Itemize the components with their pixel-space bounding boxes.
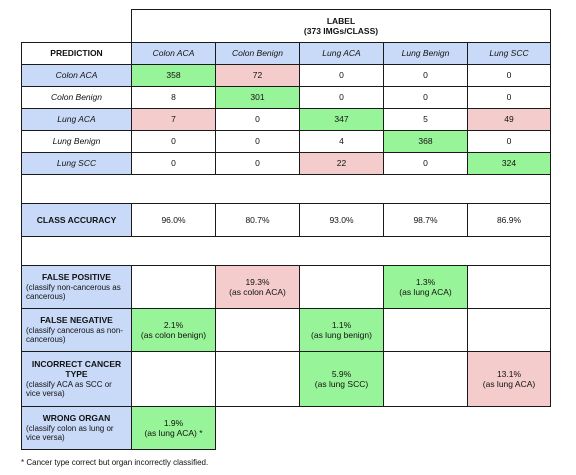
false-negative-label: FALSE NEGATIVE (classify cancerous as no… (21, 308, 132, 352)
empty-cell (383, 351, 468, 407)
incorrect-type-cell: 5.9% (as lung SCC) (299, 351, 384, 407)
table-row: Colon ACA 358 72 0 0 0 (21, 64, 551, 87)
matrix-cell: 358 (131, 64, 216, 87)
label-header: LABEL (373 IMGs/CLASS) (131, 9, 551, 43)
row-header-colon-aca: Colon ACA (21, 64, 132, 87)
empty-cell (131, 265, 216, 309)
false-positive-row: FALSE POSITIVE (classify non-cancerous a… (21, 265, 551, 309)
table-row: Lung SCC 0 0 22 0 324 (21, 152, 551, 175)
empty-cell (215, 308, 300, 352)
wrong-organ-row: WRONG ORGAN (classify colon as lung or v… (21, 406, 551, 450)
column-header-lung-scc: Lung SCC (467, 42, 551, 65)
matrix-cell: 7 (131, 108, 216, 131)
false-positive-cell: 1.3% (as lung ACA) (383, 265, 468, 309)
prediction-header: PREDICTION (21, 42, 132, 65)
row-header-lung-scc: Lung SCC (21, 152, 132, 175)
blank-cell (383, 406, 468, 450)
accuracy-value: 80.7% (215, 203, 300, 237)
false-positive-label: FALSE POSITIVE (classify non-cancerous a… (21, 265, 132, 309)
spacer-row (21, 174, 551, 204)
incorrect-type-label: INCORRECT CANCER TYPE (classify ACA as S… (21, 351, 132, 407)
blank-cell (215, 406, 300, 450)
spacer-row (21, 236, 551, 266)
matrix-cell: 4 (299, 130, 384, 153)
false-positive-cell: 19.3% (as colon ACA) (215, 265, 300, 309)
accuracy-value: 86.9% (467, 203, 551, 237)
footnote: * Cancer type correct but organ incorrec… (21, 458, 209, 467)
matrix-cell: 5 (383, 108, 468, 131)
matrix-cell: 0 (215, 108, 300, 131)
matrix-cell: 0 (299, 64, 384, 87)
empty-cell (383, 308, 468, 352)
column-header-lung-benign: Lung Benign (383, 42, 468, 65)
matrix-cell: 0 (467, 86, 551, 109)
empty-cell (467, 308, 551, 352)
matrix-cell: 22 (299, 152, 384, 175)
empty-cell (131, 351, 216, 407)
false-negative-row: FALSE NEGATIVE (classify cancerous as no… (21, 308, 551, 352)
row-header-colon-benign: Colon Benign (21, 86, 132, 109)
matrix-cell: 324 (467, 152, 551, 175)
matrix-cell: 0 (299, 86, 384, 109)
accuracy-row: CLASS ACCURACY 96.0% 80.7% 93.0% 98.7% 8… (21, 203, 551, 237)
matrix-cell: 0 (383, 64, 468, 87)
empty-cell (215, 351, 300, 407)
false-negative-cell: 2.1% (as colon benign) (131, 308, 216, 352)
empty-cell (299, 265, 384, 309)
table-row: Lung ACA 7 0 347 5 49 (21, 108, 551, 131)
matrix-cell: 8 (131, 86, 216, 109)
row-header-lung-benign: Lung Benign (21, 130, 132, 153)
matrix-cell: 72 (215, 64, 300, 87)
matrix-cell: 0 (131, 152, 216, 175)
incorrect-type-cell: 13.1% (as lung ACA) (467, 351, 551, 407)
wrong-organ-cell: 1.9% (as lung ACA) * (131, 406, 216, 450)
row-header-lung-aca: Lung ACA (21, 108, 132, 131)
matrix-cell: 0 (467, 130, 551, 153)
blank-cell (467, 406, 551, 450)
matrix-cell: 347 (299, 108, 384, 131)
confusion-matrix-table: LABEL (373 IMGs/CLASS) PREDICTION Colon … (21, 9, 551, 450)
wrong-organ-label: WRONG ORGAN (classify colon as lung or v… (21, 406, 132, 450)
column-header-colon-aca: Colon ACA (131, 42, 216, 65)
label-subtitle: (373 IMGs/CLASS) (303, 26, 379, 36)
matrix-cell: 368 (383, 130, 468, 153)
corner-blank (21, 9, 132, 43)
false-negative-cell: 1.1% (as lung benign) (299, 308, 384, 352)
matrix-cell: 0 (215, 130, 300, 153)
label-title: LABEL (326, 15, 356, 26)
incorrect-type-row: INCORRECT CANCER TYPE (classify ACA as S… (21, 351, 551, 407)
matrix-cell: 301 (215, 86, 300, 109)
column-header-colon-benign: Colon Benign (215, 42, 300, 65)
matrix-cell: 0 (215, 152, 300, 175)
matrix-cell: 0 (383, 86, 468, 109)
matrix-cell: 0 (131, 130, 216, 153)
accuracy-value: 98.7% (383, 203, 468, 237)
blank-cell (299, 406, 384, 450)
matrix-cell: 0 (467, 64, 551, 87)
column-header-lung-aca: Lung ACA (299, 42, 384, 65)
table-row: Colon Benign 8 301 0 0 0 (21, 86, 551, 109)
accuracy-value: 93.0% (299, 203, 384, 237)
table-row: Lung Benign 0 0 4 368 0 (21, 130, 551, 153)
empty-cell (467, 265, 551, 309)
accuracy-value: 96.0% (131, 203, 216, 237)
matrix-cell: 0 (383, 152, 468, 175)
matrix-cell: 49 (467, 108, 551, 131)
class-accuracy-label: CLASS ACCURACY (21, 203, 132, 237)
